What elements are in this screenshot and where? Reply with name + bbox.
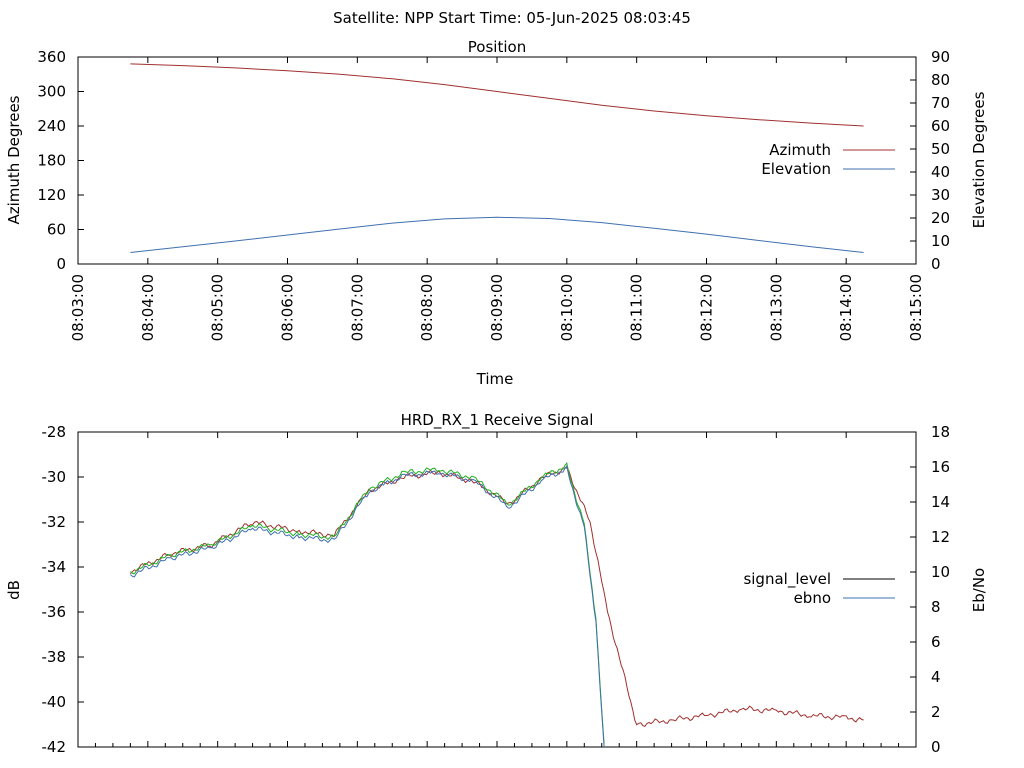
x-tick-label: 08:03:00	[69, 274, 87, 341]
y2-tick-label: 8	[931, 598, 941, 616]
y2-tick-label: 14	[931, 493, 950, 511]
page-title: Satellite: NPP Start Time: 05-Jun-2025 0…	[333, 9, 691, 27]
y-tick-label: 360	[37, 48, 66, 66]
x-tick-label: 08:07:00	[348, 274, 366, 341]
x-tick-label: 08:06:00	[279, 274, 297, 341]
position-chart: Position 0 60 120 180 240 300 360 0 10 20 30 40 50 60…	[5, 38, 988, 388]
receive-signal-series	[130, 461, 864, 748]
y2-tick-label: 20	[931, 209, 950, 227]
y2-tick-label: 6	[931, 633, 941, 651]
legend-label: Azimuth	[769, 141, 831, 159]
y2-tick-label: 80	[931, 71, 950, 89]
receive-signal-y2-axis-label: Eb/No	[970, 568, 988, 612]
x-tick-label: 08:13:00	[767, 274, 785, 341]
x-tick-label: 08:14:00	[837, 274, 855, 341]
y-tick-label: -36	[42, 603, 67, 621]
y-tick-label: 180	[37, 152, 66, 170]
y-tick-label: -32	[42, 513, 67, 531]
y-tick-label: -34	[42, 558, 67, 576]
Azimuth-line	[130, 63, 864, 127]
receive-signal-chart: HRD_RX_1 Receive Signal -28-30-32-34-36-…	[5, 411, 988, 756]
legend-label: signal_level	[743, 570, 831, 589]
y2-tick-label: 0	[931, 738, 941, 756]
y-tick-label: 60	[47, 221, 66, 239]
y-tick-label: -30	[42, 468, 67, 486]
y2-tick-label: 10	[931, 563, 950, 581]
x-tick-label: 08:09:00	[488, 274, 506, 341]
y2-tick-label: 90	[931, 48, 950, 66]
Elevation-line	[130, 216, 864, 253]
position-series	[130, 63, 864, 253]
ebno-line	[130, 464, 605, 748]
position-x-axis-label: Time	[476, 370, 514, 388]
ebno-alt-line	[130, 461, 605, 745]
x-tick-label: 08:10:00	[558, 274, 576, 341]
x-tick-label: 08:08:00	[418, 274, 436, 341]
y-tick-label: 120	[37, 186, 66, 204]
legend-label: ebno	[794, 589, 831, 607]
y-tick-label: -40	[42, 693, 67, 711]
x-tick-label: 08:12:00	[698, 274, 716, 341]
y2-tick-label: 10	[931, 232, 950, 250]
y2-tick-label: 50	[931, 140, 950, 158]
y2-tick-label: 16	[931, 458, 950, 476]
y2-tick-label: 2	[931, 703, 941, 721]
receive-signal-axis-ticks: -28 -30 -32 -34 -36 -38 -40 -42 0 2 4 6 8 10 12 14 16 18	[42, 423, 951, 756]
x-tick-label: 08:04:00	[139, 274, 157, 341]
y-tick-label: 0	[56, 255, 66, 273]
y-tick-label: -28	[42, 423, 67, 441]
legend-label: Elevation	[761, 160, 831, 178]
position-axis-ticks: 0 60 120 180 240 300 360 0 10 20 30 40 50 60 70 80 90 08:…	[37, 48, 950, 341]
x-tick-label: 08:15:00	[907, 274, 925, 341]
y2-tick-label: 4	[931, 668, 941, 686]
y2-tick-label: 40	[931, 163, 950, 181]
y2-tick-label: 18	[931, 423, 950, 441]
position-y2-axis-label: Elevation Degrees	[970, 91, 988, 228]
y2-tick-label: 12	[931, 528, 950, 546]
y-tick-label: -42	[42, 738, 67, 756]
y2-tick-label: 70	[931, 94, 950, 112]
receive-signal-chart-title: HRD_RX_1 Receive Signal	[401, 411, 594, 430]
x-tick-label: 08:05:00	[209, 274, 227, 341]
position-chart-title: Position	[468, 38, 526, 56]
receive-signal-y-axis-label: dB	[5, 580, 23, 600]
signal_level-line	[130, 467, 864, 728]
position-y-axis-label: Azimuth Degrees	[5, 95, 23, 224]
y2-tick-label: 30	[931, 186, 950, 204]
x-tick-label: 08:11:00	[628, 274, 646, 341]
y-tick-label: 300	[37, 83, 66, 101]
receive-signal-plot-frame	[77, 431, 917, 748]
y2-tick-label: 0	[931, 255, 941, 273]
y-tick-label: -38	[42, 648, 67, 666]
y-tick-label: 240	[37, 117, 66, 135]
y2-tick-label: 60	[931, 117, 950, 135]
